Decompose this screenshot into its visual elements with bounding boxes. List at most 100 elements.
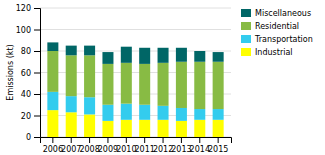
x-tick-label: 2010: [116, 145, 136, 154]
legend-label: Residential: [255, 22, 299, 31]
x-tick-mark: [71, 137, 72, 143]
bar-segment: [84, 46, 95, 56]
bar-segment: [213, 62, 224, 109]
y-tick-mark: [34, 51, 40, 52]
bar-segment: [213, 109, 224, 120]
y-tick: 100: [16, 26, 40, 35]
legend-swatch: [241, 9, 251, 17]
bar-segment: [84, 55, 95, 97]
axis-line: [41, 138, 232, 144]
x-tick: 2008: [79, 137, 99, 154]
x-axis: 2006200720082009201020112012201320142015: [41, 137, 232, 154]
bar-segment: [158, 106, 169, 120]
legend-label: Industrial: [255, 48, 293, 57]
x-tick-label: 2013: [171, 145, 191, 154]
y-tick-label: 0: [26, 133, 31, 142]
x-tick-mark: [144, 137, 145, 143]
x-tick: 2010: [116, 137, 136, 154]
y-tick-label: 40: [21, 90, 31, 99]
bar-segment: [84, 97, 95, 114]
x-tick-label: 2006: [43, 145, 63, 154]
x-tick: 2011: [135, 137, 155, 154]
grid-line: [40, 29, 231, 30]
bar-segment: [121, 120, 132, 137]
bar-segment: [102, 121, 113, 137]
x-tick-mark: [163, 137, 164, 143]
series: [47, 42, 223, 64]
bar-segment: [121, 47, 132, 63]
bar-segment: [121, 104, 132, 120]
axis-line: [34, 9, 41, 138]
y-tick-label: 60: [21, 69, 31, 78]
bar-segment: [194, 109, 205, 120]
bar-segment: [158, 120, 169, 137]
x-tick-mark: [126, 137, 127, 143]
y-axis: 0 20 40 60 80 100 120: [16, 4, 41, 142]
legend: Miscellaneous Residential Transportation In…: [241, 9, 313, 57]
y-tick-mark: [34, 73, 40, 74]
legend-swatch: [241, 48, 251, 56]
bar-segment: [139, 48, 150, 64]
legend-label: Transportation: [254, 35, 313, 44]
x-tick: 2014: [190, 137, 210, 154]
x-tick-label: 2015: [208, 145, 228, 154]
legend-item: Residential: [241, 22, 299, 31]
x-tick-mark: [181, 137, 182, 143]
bar-segment: [47, 51, 58, 92]
bar-segment: [176, 48, 187, 62]
x-tick: 2013: [171, 137, 191, 154]
x-tick-label: 2014: [190, 145, 210, 154]
y-tick: 60: [21, 69, 40, 78]
x-tick: 2012: [153, 137, 173, 154]
legend-item: Miscellaneous: [241, 9, 311, 18]
x-tick-label: 2011: [135, 145, 155, 154]
bar-segment: [158, 48, 169, 63]
x-tick-mark: [89, 137, 90, 143]
y-tick: 80: [21, 47, 40, 56]
y-tick-mark: [34, 137, 40, 138]
legend-label: Miscellaneous: [255, 9, 311, 18]
bar-segment: [102, 64, 113, 105]
bar-segment: [213, 120, 224, 137]
x-tick-label: 2007: [61, 145, 81, 154]
bars: [47, 42, 223, 137]
grid-line: [40, 8, 231, 9]
legend-item: Industrial: [241, 48, 293, 57]
bar-segment: [176, 62, 187, 108]
x-tick: 2006: [43, 137, 63, 154]
y-tick-mark: [34, 116, 40, 117]
legend-swatch: [241, 35, 251, 43]
x-tick: 2007: [61, 137, 81, 154]
bar-segment: [139, 120, 150, 137]
y-tick: 0: [26, 133, 40, 142]
bar-segment: [176, 108, 187, 121]
legend-item: Transportation: [241, 35, 313, 44]
bar-segment: [194, 62, 205, 109]
plot: 0204060801001202006200720082009201020112…: [16, 4, 232, 154]
bar-segment: [47, 92, 58, 110]
chart: 0204060801001202006200720082009201020112…: [0, 0, 325, 155]
bar-segment: [194, 51, 205, 62]
y-tick-mark: [34, 94, 40, 95]
x-tick-label: 2008: [79, 145, 99, 154]
bar-segment: [213, 52, 224, 62]
y-tick-mark: [34, 8, 40, 9]
y-tick: 120: [16, 4, 40, 13]
x-tick: 2009: [98, 137, 118, 154]
bar-segment: [47, 42, 58, 51]
x-tick-mark: [52, 137, 53, 143]
bar-segment: [194, 120, 205, 137]
y-tick-label: 20: [21, 112, 31, 121]
x-tick-label: 2012: [153, 145, 173, 154]
y-tick-label: 120: [16, 4, 31, 13]
x-tick-mark: [199, 137, 200, 143]
bar-segment: [47, 110, 58, 137]
x-tick-mark: [218, 137, 219, 143]
bar-segment: [139, 105, 150, 120]
x-tick-label: 2009: [98, 145, 118, 154]
series: [47, 51, 223, 109]
bar-segment: [139, 64, 150, 105]
bar-segment: [102, 105, 113, 121]
bar-segment: [84, 114, 95, 137]
y-axis-title: Emissions (kt): [6, 44, 15, 100]
